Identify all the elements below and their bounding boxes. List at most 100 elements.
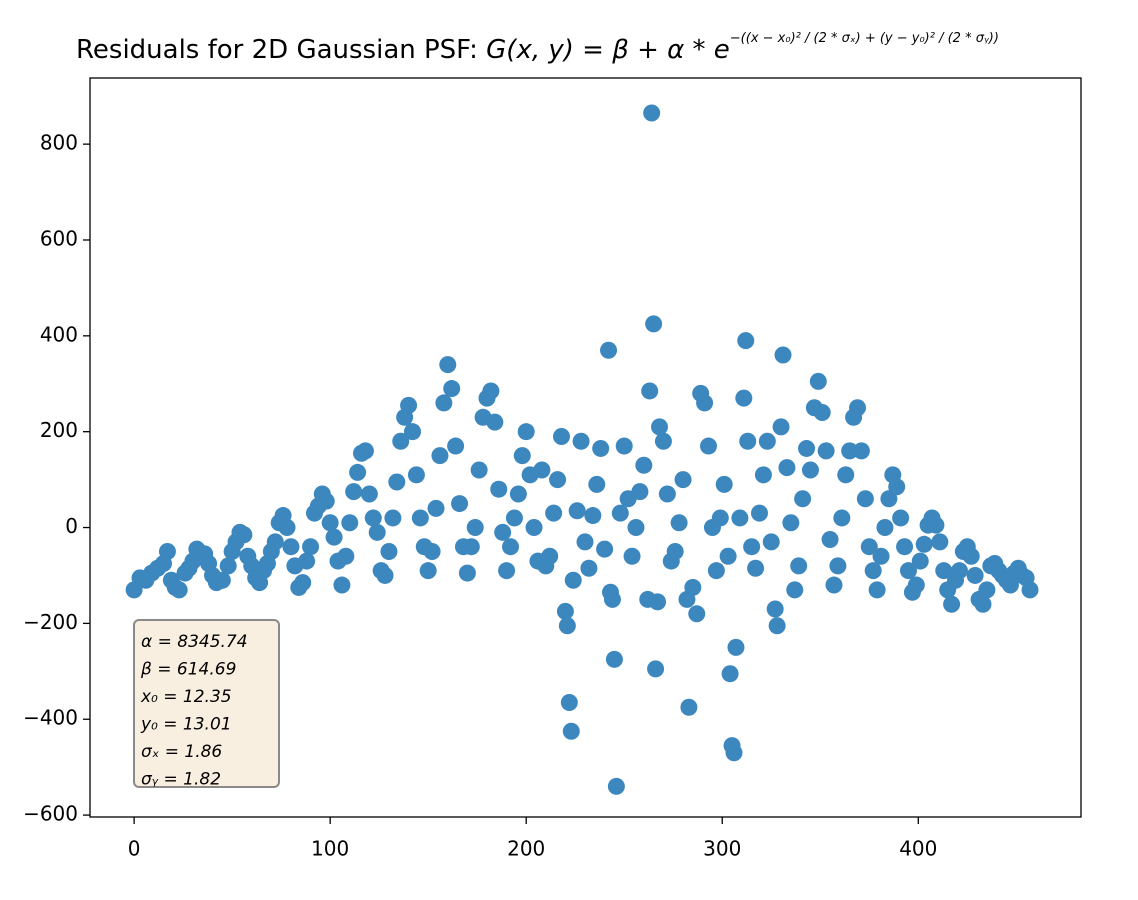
point <box>341 514 359 532</box>
annotation-line: β = 614.69 <box>140 659 236 679</box>
annotation-line: x₀ = 12.35 <box>140 687 232 707</box>
point <box>860 538 878 556</box>
point <box>407 466 425 484</box>
point <box>809 372 827 390</box>
point <box>907 576 925 594</box>
point <box>278 519 296 537</box>
point <box>603 590 621 608</box>
point <box>735 389 753 407</box>
point <box>658 485 676 503</box>
point <box>549 471 567 489</box>
point <box>1021 581 1039 599</box>
point <box>513 447 531 465</box>
point <box>829 557 847 575</box>
point <box>731 509 749 527</box>
point <box>790 557 808 575</box>
point <box>966 566 984 584</box>
point <box>384 509 402 527</box>
point <box>817 442 835 460</box>
y-tick-label: 200 <box>40 418 78 442</box>
point <box>580 559 598 577</box>
point <box>576 533 594 551</box>
point <box>674 471 692 489</box>
point <box>490 480 508 498</box>
point <box>219 557 237 575</box>
y-tick-label: −200 <box>23 610 78 634</box>
point <box>423 542 441 560</box>
point <box>213 571 231 589</box>
point <box>896 538 914 556</box>
point <box>392 432 410 450</box>
point <box>558 617 576 635</box>
point <box>592 439 610 457</box>
point <box>411 509 429 527</box>
point <box>302 538 320 556</box>
point <box>739 432 757 450</box>
point <box>572 432 590 450</box>
point <box>841 442 859 460</box>
point <box>943 595 961 613</box>
point <box>596 540 614 558</box>
point <box>317 492 335 510</box>
x-tick-label: 400 <box>899 837 937 861</box>
annotation-line: σᵧ = 1.82 <box>141 769 221 789</box>
point <box>584 507 602 525</box>
point <box>294 574 312 592</box>
x-tick-label: 100 <box>311 837 349 861</box>
point <box>615 437 633 455</box>
y-tick-label: 400 <box>40 322 78 346</box>
point <box>727 638 745 656</box>
point <box>345 483 363 501</box>
point <box>700 437 718 455</box>
point <box>801 461 819 479</box>
point <box>778 459 796 477</box>
point <box>825 576 843 594</box>
point <box>333 576 351 594</box>
point <box>605 650 623 668</box>
point <box>915 535 933 553</box>
point <box>782 514 800 532</box>
point <box>158 542 176 560</box>
point <box>649 593 667 611</box>
point <box>552 427 570 445</box>
point <box>684 578 702 596</box>
point <box>641 382 659 400</box>
point <box>266 533 284 551</box>
point <box>611 504 629 522</box>
annotation-line: σₓ = 1.86 <box>141 742 222 762</box>
point <box>419 562 437 580</box>
point <box>337 547 355 565</box>
point <box>768 617 786 635</box>
point <box>927 516 945 534</box>
point <box>435 394 453 412</box>
point <box>798 439 816 457</box>
point <box>623 547 641 565</box>
point <box>786 581 804 599</box>
title-text: Residuals for 2D Gaussian PSF: <box>76 35 486 65</box>
point <box>888 478 906 496</box>
point <box>931 533 949 551</box>
point <box>360 485 378 503</box>
point <box>556 602 574 620</box>
point <box>321 514 339 532</box>
point <box>356 442 374 460</box>
point <box>486 413 504 431</box>
point <box>868 581 886 599</box>
point <box>962 547 980 565</box>
point <box>872 547 890 565</box>
point <box>670 514 688 532</box>
point <box>235 526 253 544</box>
point <box>509 485 527 503</box>
point <box>747 559 765 577</box>
point <box>451 495 469 513</box>
point <box>707 562 725 580</box>
point <box>439 356 457 374</box>
point <box>743 538 761 556</box>
point <box>466 519 484 537</box>
point <box>388 473 406 491</box>
point <box>431 447 449 465</box>
point <box>298 552 316 570</box>
point <box>772 418 790 436</box>
point <box>525 519 543 537</box>
